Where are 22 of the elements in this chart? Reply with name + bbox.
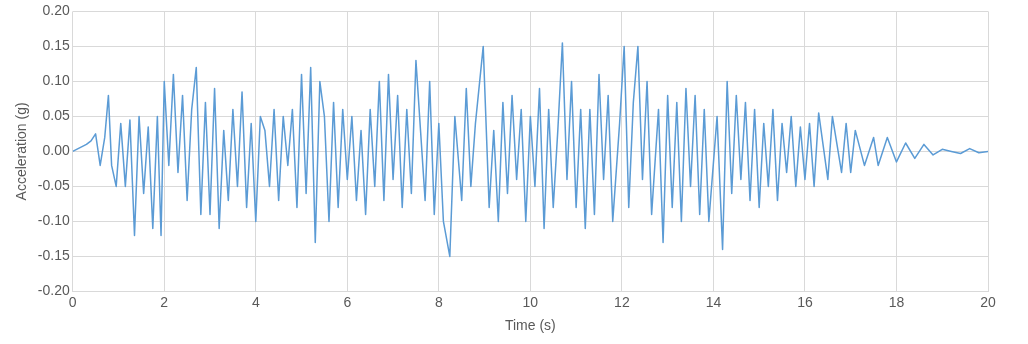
y-tick-label: -0.15 — [37, 247, 70, 264]
x-tick-label: 14 — [705, 293, 722, 310]
x-tick-label: 20 — [980, 293, 996, 310]
x-tick-label: 0 — [68, 293, 77, 310]
y-tick-label: 0.20 — [42, 2, 70, 19]
x-tick-label: 10 — [522, 293, 539, 310]
y-tick-label: 0.05 — [42, 107, 70, 124]
y-tick-label: 0.15 — [42, 37, 70, 54]
x-tick-label: 2 — [160, 293, 169, 310]
x-tick-label: 16 — [797, 293, 813, 310]
y-tick-label: 0.00 — [42, 142, 70, 159]
y-tick-label: 0.10 — [42, 72, 70, 89]
y-tick-label: -0.10 — [37, 212, 70, 229]
x-axis-title: Time (s) — [504, 317, 556, 334]
x-tick-label: 18 — [888, 293, 905, 310]
y-axis-title: Acceleration (g) — [13, 102, 30, 201]
x-tick-label: 6 — [343, 293, 352, 310]
y-tick-label: -0.05 — [37, 177, 70, 194]
x-tick-label: 4 — [251, 293, 260, 310]
y-tick-label: -0.20 — [37, 282, 70, 299]
x-tick-label: 8 — [434, 293, 443, 310]
x-tick-label: 12 — [614, 293, 630, 310]
